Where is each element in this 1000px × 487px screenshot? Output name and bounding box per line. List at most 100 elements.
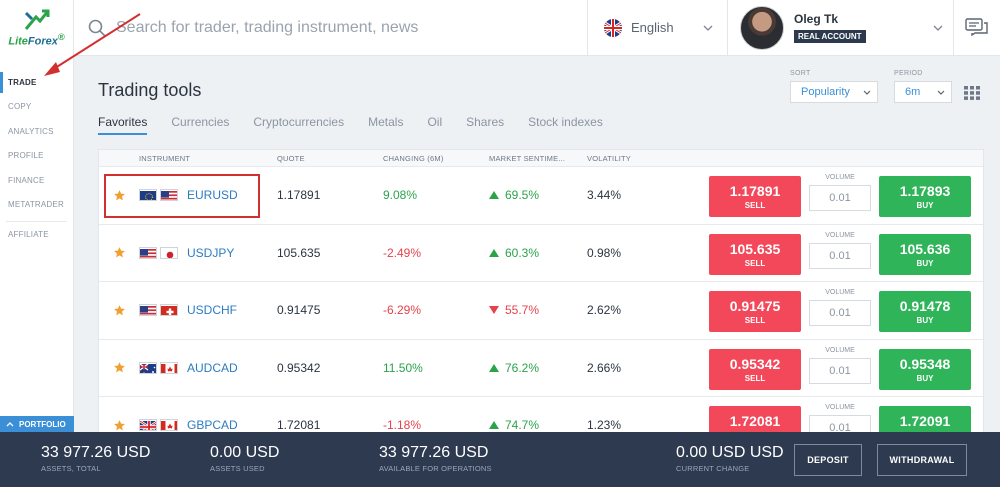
gb-flag-icon (139, 419, 157, 432)
volume-input[interactable]: 0.01 (809, 357, 871, 384)
grid-view-icon[interactable] (964, 86, 980, 105)
account-footer: 33 977.26 USD ASSETS, TOTAL 0.00 USD ASS… (0, 432, 1000, 487)
favorite-star-icon[interactable] (99, 361, 139, 374)
sidebar-item-profile[interactable]: PROFILE (8, 151, 44, 161)
assets-used-label: ASSETS USED (210, 464, 265, 473)
period-select[interactable]: 6m (894, 81, 952, 103)
language-selector[interactable]: English (588, 0, 728, 55)
favorite-star-icon[interactable] (99, 304, 139, 317)
change-value: -6.29% (383, 303, 422, 318)
user-menu[interactable]: Oleg Tk REAL ACCOUNT (728, 0, 954, 55)
instruments-table: INSTRUMENT QUOTE CHANGING (6M) MARKET SE… (98, 149, 984, 456)
language-label: English (631, 20, 674, 35)
search-input[interactable]: Search for trader, trading instrument, n… (116, 18, 419, 36)
column-sentiment[interactable]: MARKET SENTIME... (489, 153, 566, 163)
tab-metals[interactable]: Metals (368, 115, 404, 129)
buy-button[interactable]: 0.95348 BUY (879, 348, 971, 390)
sentiment-value: 60.3% (505, 245, 540, 260)
sidebar-item-finance[interactable]: FINANCE (8, 175, 45, 185)
favorite-star-icon[interactable] (99, 419, 139, 432)
column-changing[interactable]: CHANGING (6M) (383, 153, 444, 163)
us-flag-icon (139, 246, 157, 259)
trade-controls: 1.17891 SELL VOLUME 0.01 1.17893 BUY (709, 174, 971, 217)
instrument-cell[interactable]: USDCHF (139, 303, 277, 317)
us-flag-icon (139, 304, 157, 317)
quote-value: 1.17891 (277, 188, 321, 203)
tab-currencies[interactable]: Currencies (171, 115, 230, 129)
column-volatility[interactable]: VOLATILITY (587, 153, 631, 163)
available-operations: 33 977.26 USD AVAILABLE FOR OPERATIONS (379, 444, 492, 473)
portfolio-label: PORTFOLIO (19, 419, 66, 429)
volume-input[interactable]: 0.01 (809, 300, 871, 326)
chevron-down-icon (937, 90, 945, 95)
logo-text: LiteForex® (8, 31, 65, 48)
sell-button[interactable]: 0.91475 SELL (709, 291, 801, 332)
tab-oil[interactable]: Oil (427, 115, 443, 129)
volatility-value: 2.62% (587, 303, 622, 318)
instrument-cell[interactable]: GBPCAD (139, 418, 277, 432)
favorite-star-icon[interactable] (99, 189, 139, 202)
sort-select[interactable]: Popularity (790, 81, 878, 103)
buy-button[interactable]: 0.91478 BUY (879, 291, 971, 332)
current-change-value: 0.00 USD USD (676, 444, 784, 461)
volume-control: VOLUME 0.01 (809, 174, 871, 211)
table-row[interactable]: USDJPY 105.635 -2.49% 60.3% 0.98% 105.635 SELL… (99, 225, 983, 282)
column-instrument[interactable]: INSTRUMENT (139, 153, 191, 163)
left-sidebar: LiteForex® TRADE COPY ANALYTICS PROFILE … (0, 0, 74, 432)
instrument-cell[interactable]: AUDCAD (139, 361, 277, 375)
buy-price: 105.636 (899, 240, 951, 257)
instrument-symbol[interactable]: USDCHF (187, 303, 237, 318)
assets-used: 0.00 USD ASSETS USED (210, 444, 279, 473)
buy-price: 0.95348 (899, 355, 951, 372)
quote-value: 0.95342 (277, 360, 321, 375)
tab-cryptocurrencies[interactable]: Cryptocurrencies (253, 115, 345, 129)
volume-input[interactable]: 0.01 (809, 185, 871, 211)
instrument-symbol[interactable]: GBPCAD (187, 418, 238, 433)
ch-flag-icon (160, 304, 178, 317)
table-row[interactable]: GBPCAD1.72081-1.18%74.7%1.23%1.72081SELL… (99, 397, 983, 455)
sidebar-item-affiliate[interactable]: AFFILIATE (8, 229, 49, 239)
sell-button[interactable]: 1.17891 SELL (709, 176, 801, 217)
instrument-symbol[interactable]: AUDCAD (187, 360, 238, 375)
sidebar-item-metatrader[interactable]: METATRADER (8, 200, 64, 210)
portfolio-toggle[interactable]: PORTFOLIO (0, 416, 74, 432)
instrument-symbol[interactable]: USDJPY (187, 245, 235, 260)
sentiment-value: 55.7% (505, 303, 540, 318)
sidebar-item-copy[interactable]: COPY (8, 102, 32, 112)
volume-label: VOLUME (825, 404, 855, 411)
volume-label: VOLUME (825, 346, 855, 354)
sell-price: 1.72081 (729, 413, 781, 429)
instrument-cell[interactable]: EURUSD (139, 188, 277, 202)
tab-stock-indexes[interactable]: Stock indexes (528, 115, 603, 129)
change-value: 11.50% (383, 360, 423, 375)
sell-button[interactable]: 0.95342 SELL (709, 348, 801, 390)
search-bar[interactable]: Search for trader, trading instrument, n… (74, 0, 588, 55)
liteforex-logo[interactable]: LiteForex® (0, 0, 73, 56)
withdrawal-button[interactable]: WITHDRAWAL (877, 444, 967, 476)
instrument-symbol[interactable]: EURUSD (187, 188, 238, 203)
chat-button[interactable] (954, 0, 1000, 55)
favorite-star-icon[interactable] (99, 246, 139, 259)
sentiment-cell: 76.2% (489, 361, 587, 375)
buy-button[interactable]: 105.636 BUY (879, 233, 971, 275)
volatility-value: 3.44% (587, 188, 622, 203)
tab-shares[interactable]: Shares (466, 115, 505, 129)
sidebar-item-analytics[interactable]: ANALYTICS (8, 126, 54, 136)
tab-favorites[interactable]: Favorites (98, 115, 148, 135)
table-row[interactable]: USDCHF 0.91475 -6.29% 55.7% 2.62% 0.91475 SELL… (99, 282, 983, 340)
volume-control: VOLUME 0.01 (809, 232, 871, 269)
change-value: 9.08% (383, 188, 418, 203)
volume-label: VOLUME (825, 174, 855, 181)
sidebar-item-trade[interactable]: TRADE (0, 70, 73, 95)
deposit-button[interactable]: DEPOSIT (794, 444, 862, 476)
volume-input[interactable]: 0.01 (809, 242, 871, 269)
change-value: -1.18% (383, 418, 422, 433)
column-quote[interactable]: QUOTE (277, 153, 305, 163)
buy-button[interactable]: 1.17893 BUY (879, 176, 971, 217)
instrument-cell[interactable]: USDJPY (139, 246, 277, 260)
buy-label: BUY (916, 258, 934, 268)
table-row[interactable]: EURUSD 1.17891 9.08% 69.5% 3.44% 1.17891 SELL V… (99, 167, 983, 225)
table-row[interactable]: AUDCAD 0.95342 11.50% 76.2% 2.66% 0.95342 SELL… (99, 340, 983, 397)
volume-label: VOLUME (825, 289, 855, 296)
sell-button[interactable]: 105.635 SELL (709, 233, 801, 275)
